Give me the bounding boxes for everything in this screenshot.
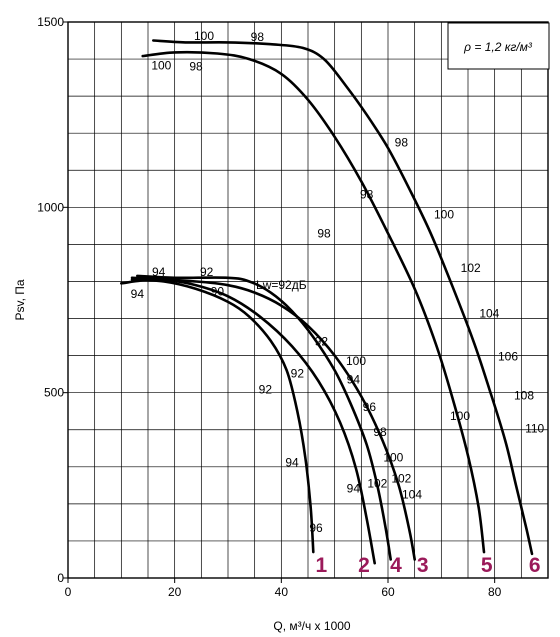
curve-annotation: 100 bbox=[434, 208, 454, 222]
series-number-label: 5 bbox=[481, 554, 493, 577]
curve-annotation: 98 bbox=[317, 226, 331, 240]
curves bbox=[120, 39, 534, 565]
curve-annotation: 110 bbox=[525, 422, 544, 436]
curve-series-4 bbox=[136, 274, 392, 561]
curve-annotation: 96 bbox=[363, 400, 377, 414]
y-axis-title: Psv, Па bbox=[13, 279, 27, 320]
plot-frame bbox=[67, 21, 549, 579]
series-number-label: 6 bbox=[529, 554, 541, 577]
curve-annotation: 100 bbox=[194, 29, 214, 43]
x-tick-label: 20 bbox=[168, 585, 182, 599]
series-number-label: 1 bbox=[315, 554, 327, 577]
curve-annotation: 94 bbox=[347, 481, 361, 495]
x-axis-title: Q, м³/ч x 1000 bbox=[273, 619, 351, 633]
curve-annotation: 104 bbox=[402, 488, 422, 502]
series-number-label: 4 bbox=[390, 554, 402, 577]
x-tick-label: 0 bbox=[65, 585, 72, 599]
curve-annotation: 94 bbox=[347, 373, 361, 387]
curve-annotation: 92 bbox=[291, 366, 305, 380]
density-legend-text: ρ = 1,2 кг/м³ bbox=[463, 40, 533, 54]
curve-annotation: 102 bbox=[391, 471, 411, 485]
curve-series-5 bbox=[141, 50, 486, 554]
curve-annotation: 102 bbox=[461, 261, 481, 275]
curve-annotation: 90 bbox=[211, 284, 225, 298]
curve-annotation: 108 bbox=[514, 389, 534, 403]
curve-annotation: 92 bbox=[259, 382, 273, 396]
curve-annotation: 102 bbox=[367, 476, 387, 490]
axis-ticks: 0 20 40 60 80 0 500 1000 1500 bbox=[37, 15, 501, 599]
curve-annotation: 98 bbox=[395, 135, 409, 149]
curve-annotation: 100 bbox=[383, 451, 403, 465]
curve-series-3 bbox=[120, 278, 416, 561]
density-legend: ρ = 1,2 кг/м³ bbox=[447, 22, 550, 70]
curve-annotation: 98 bbox=[360, 187, 374, 201]
curve-series-2 bbox=[130, 276, 376, 565]
curve-annotation: 98 bbox=[189, 59, 203, 73]
x-tick-label: 60 bbox=[381, 585, 395, 599]
curve-annotation: Lw=92дБ bbox=[256, 278, 307, 292]
curve-annotation: 94 bbox=[285, 455, 299, 469]
curve-annotation: 100 bbox=[450, 409, 470, 423]
curve-series-6 bbox=[152, 39, 534, 556]
y-tick-label: 0 bbox=[57, 571, 64, 585]
curve-annotation: 94 bbox=[152, 265, 166, 279]
curve-annotation: 94 bbox=[131, 287, 145, 301]
y-tick-label: 500 bbox=[44, 386, 64, 400]
curve-annotation: 96 bbox=[309, 521, 323, 535]
curve-annotation: 104 bbox=[479, 307, 499, 321]
curve-annotation: 100 bbox=[151, 58, 171, 72]
y-tick-label: 1000 bbox=[37, 200, 64, 214]
curve-annotation: 98 bbox=[251, 30, 265, 44]
curve-series-1 bbox=[130, 278, 315, 554]
curve-annotation: 92 bbox=[315, 335, 329, 349]
grid bbox=[67, 21, 549, 579]
density-legend-box bbox=[447, 22, 550, 70]
curve-annotation: 100 bbox=[346, 354, 366, 368]
x-tick-label: 40 bbox=[275, 585, 289, 599]
series-number-label: 2 bbox=[358, 554, 370, 577]
series-number-label: 3 bbox=[417, 554, 429, 577]
curve-annotation: 98 bbox=[373, 425, 387, 439]
y-tick-label: 1500 bbox=[37, 15, 64, 29]
curve-annotation: 106 bbox=[498, 350, 518, 364]
x-tick-label: 80 bbox=[488, 585, 502, 599]
curve-annotation: 92 bbox=[200, 265, 214, 279]
